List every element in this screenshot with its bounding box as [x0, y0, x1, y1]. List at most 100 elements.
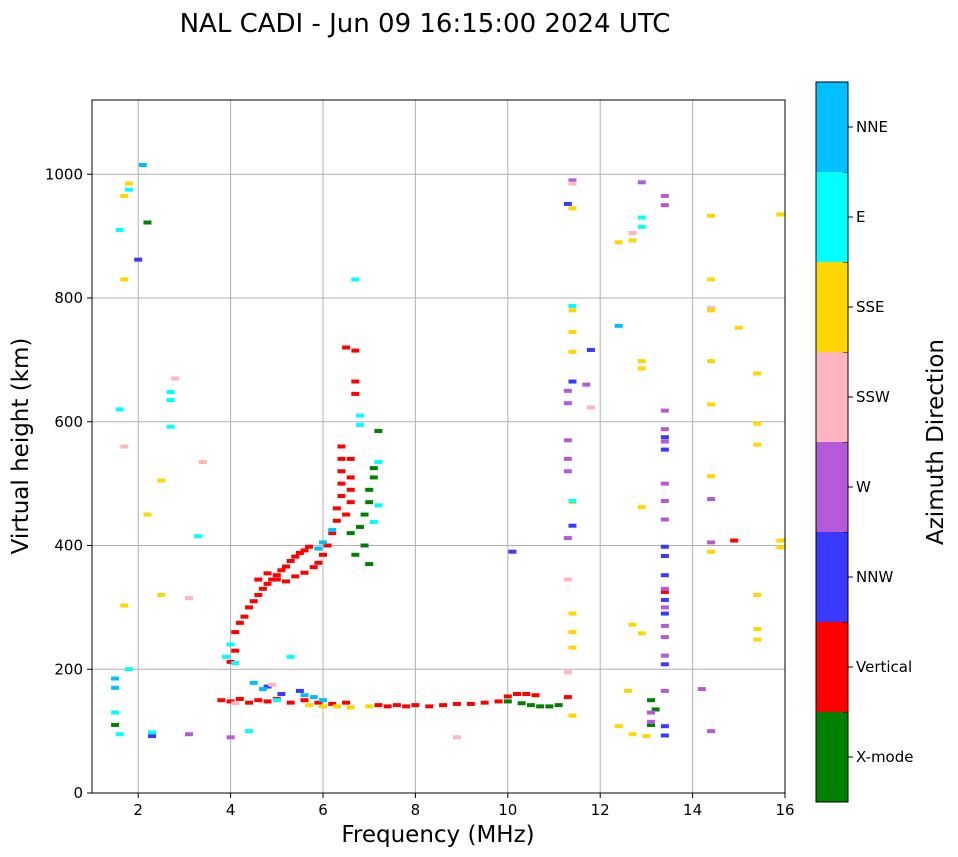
- data-point: [568, 181, 577, 186]
- data-point: [568, 523, 577, 528]
- data-point: [383, 704, 392, 709]
- data-point: [231, 661, 240, 666]
- data-point: [254, 593, 263, 597]
- data-point: [365, 704, 374, 709]
- data-point: [111, 676, 120, 681]
- data-point: [568, 630, 577, 635]
- data-point: [332, 518, 341, 523]
- data-point: [545, 704, 554, 709]
- series-nne: [111, 162, 623, 703]
- data-point: [319, 540, 327, 545]
- data-point: [124, 667, 133, 672]
- data-point: [351, 391, 360, 396]
- data-point: [254, 698, 263, 703]
- data-point: [115, 732, 124, 737]
- data-point: [637, 505, 646, 510]
- data-point: [263, 684, 272, 689]
- data-point: [355, 422, 364, 427]
- colorbar-segment: [816, 352, 848, 442]
- data-point: [291, 554, 300, 559]
- data-point: [647, 722, 656, 727]
- data-point: [536, 704, 545, 709]
- data-point: [254, 577, 263, 582]
- data-point: [120, 277, 129, 282]
- data-point: [235, 620, 244, 625]
- y-axis-label: Virtual height (km): [8, 338, 34, 555]
- data-point: [346, 531, 355, 536]
- data-point: [360, 512, 369, 517]
- data-point: [522, 692, 531, 696]
- data-point: [660, 193, 669, 198]
- data-point: [707, 213, 716, 218]
- data-point: [660, 623, 669, 628]
- data-marks: [111, 162, 785, 740]
- data-point: [342, 345, 351, 350]
- data-point: [115, 407, 124, 412]
- data-point: [753, 371, 762, 376]
- data-point: [508, 549, 517, 554]
- data-point: [439, 703, 448, 708]
- data-point: [351, 552, 360, 557]
- data-point: [124, 187, 133, 192]
- data-point: [568, 349, 577, 354]
- colorbar: X-mode Vertical NNW W SSW SSE E NNE: [815, 81, 913, 803]
- data-point: [660, 611, 669, 616]
- data-point: [111, 722, 120, 727]
- data-point: [166, 390, 175, 395]
- data-point: [342, 700, 351, 705]
- x-axis-ticks: 2 4 6 8 10 12 14 16: [133, 793, 795, 819]
- data-point: [258, 687, 267, 692]
- data-point: [707, 729, 716, 734]
- data-point: [355, 413, 364, 418]
- data-point: [660, 408, 669, 413]
- data-point: [660, 439, 669, 444]
- y-tick-label: 600: [54, 413, 83, 431]
- data-point: [563, 670, 572, 675]
- data-point: [707, 549, 716, 554]
- data-point: [582, 382, 591, 387]
- data-point: [563, 401, 572, 406]
- data-point: [707, 308, 716, 313]
- data-point: [166, 398, 175, 403]
- data-point: [120, 193, 129, 198]
- data-point: [268, 577, 277, 582]
- data-point: [282, 579, 291, 584]
- data-point: [295, 688, 304, 693]
- data-point: [305, 703, 314, 708]
- x-axis-label: Frequency (MHz): [341, 822, 534, 848]
- data-point: [171, 376, 180, 381]
- data-point: [198, 459, 207, 464]
- data-point: [337, 444, 346, 449]
- data-point: [295, 550, 304, 555]
- data-point: [734, 325, 743, 330]
- data-point: [300, 570, 309, 575]
- data-point: [337, 494, 346, 498]
- colorbar-label: Azimuth Direction: [923, 339, 949, 545]
- data-point: [660, 635, 669, 640]
- data-point: [374, 459, 383, 464]
- data-point: [235, 696, 244, 701]
- data-point: [249, 680, 258, 685]
- data-point: [245, 700, 254, 705]
- data-point: [346, 475, 355, 480]
- y-axis-ticks: 0 200 400 600 800 1000: [45, 165, 92, 802]
- data-point: [332, 704, 341, 709]
- data-point: [157, 593, 166, 597]
- data-point: [369, 466, 378, 471]
- data-point: [365, 487, 374, 492]
- x-tick-label: 2: [133, 801, 143, 819]
- data-point: [291, 574, 300, 579]
- colorbar-tick-label: W: [856, 478, 871, 496]
- data-point: [647, 719, 656, 724]
- data-point: [143, 220, 152, 225]
- data-point: [660, 447, 669, 452]
- colorbar-tick-label: SSW: [856, 388, 890, 406]
- data-point: [568, 713, 577, 718]
- x-tick-label: 16: [775, 801, 794, 819]
- colorbar-tick-label: NNE: [856, 118, 888, 136]
- colorbar-frame: [815, 81, 849, 803]
- data-point: [642, 734, 651, 739]
- data-point: [305, 544, 314, 549]
- data-point: [513, 692, 522, 696]
- data-point: [185, 732, 194, 737]
